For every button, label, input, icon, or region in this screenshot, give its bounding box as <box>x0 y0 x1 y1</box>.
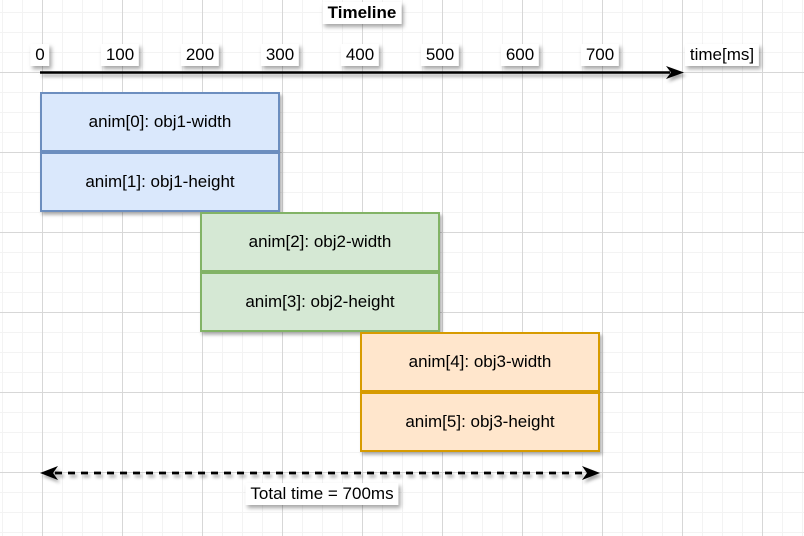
axis-unit-label: time[ms] <box>684 44 760 66</box>
axis-tick-600: 600 <box>500 44 540 66</box>
axis-tick-400: 400 <box>340 44 380 66</box>
anim-bar-2: anim[2]: obj2-width <box>200 212 440 272</box>
anim-bar-1: anim[1]: obj1-height <box>40 152 280 212</box>
total-arrow-right-head-icon <box>582 466 600 480</box>
anim-bar-4: anim[4]: obj3-width <box>360 332 600 392</box>
total-time-label: Total time = 700ms <box>245 483 399 505</box>
axis-tick-200: 200 <box>180 44 220 66</box>
anim-bar-0: anim[0]: obj1-width <box>40 92 280 152</box>
axis-arrowhead-icon <box>666 66 684 79</box>
axis-tick-700: 700 <box>580 44 620 66</box>
axis-tick-500: 500 <box>420 44 460 66</box>
anim-bar-3: anim[3]: obj2-height <box>200 272 440 332</box>
axis-tick-0: 0 <box>30 44 50 66</box>
axis-tick-300: 300 <box>260 44 300 66</box>
anim-bar-5: anim[5]: obj3-height <box>360 392 600 452</box>
diagram-title: Timeline <box>322 2 402 24</box>
total-arrow-left-head-icon <box>40 466 58 480</box>
axis-tick-100: 100 <box>100 44 140 66</box>
